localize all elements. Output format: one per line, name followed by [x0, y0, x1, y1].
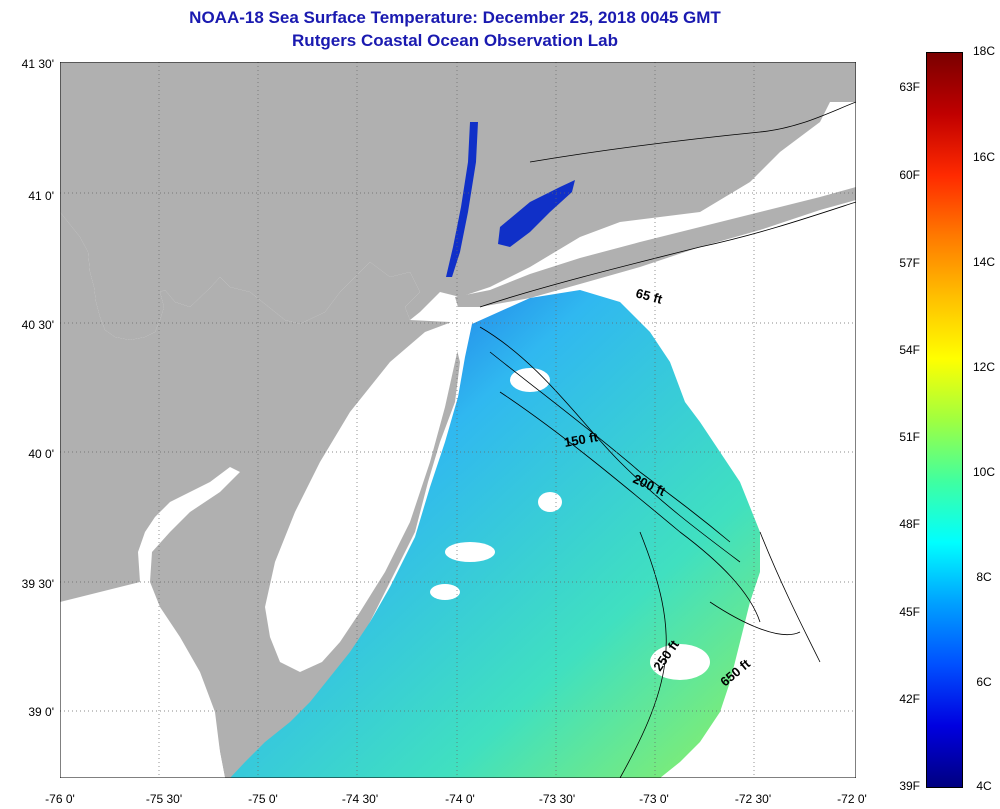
lon-label-74-30: -74 30' — [341, 792, 379, 806]
land-west — [60, 212, 460, 778]
lat-label-40-0: 40 0' — [28, 447, 54, 461]
hudson-river — [446, 122, 478, 277]
colorbar-f-57: 57F — [899, 256, 920, 270]
colorbar-f-45: 45F — [899, 605, 920, 619]
long-island — [455, 187, 856, 307]
lon-label-75-30: -75 30' — [145, 792, 183, 806]
temperature-colorbar — [926, 52, 963, 788]
colorbar-f-60: 60F — [899, 168, 920, 182]
colorbar-f-48: 48F — [899, 517, 920, 531]
colorbar-c-6: 6C — [976, 675, 992, 689]
lon-label-74-0: -74 0' — [445, 792, 475, 806]
colorbar-c-8: 8C — [976, 570, 992, 584]
graticule — [60, 62, 856, 778]
isobath-lines — [479, 101, 856, 778]
cloud-patch — [445, 542, 495, 562]
long-island-sound-sst — [498, 180, 575, 247]
cloud-patch — [538, 492, 562, 512]
colorbar-f-42: 42F — [899, 692, 920, 706]
colorbar-f-51: 51F — [899, 430, 920, 444]
colorbar-f-63: 63F — [899, 80, 920, 94]
isobath-label-65: 65 ft — [634, 285, 664, 307]
lon-label-72-30: -72 30' — [734, 792, 772, 806]
lat-label-41-30: 41 30' — [21, 57, 54, 71]
sst-field — [230, 290, 760, 778]
nj-coastal-plain — [265, 317, 465, 672]
colorbar-c-12: 12C — [972, 360, 995, 374]
map-subtitle: Rutgers Coastal Ocean Observation Lab — [292, 31, 618, 50]
lat-label-39-30: 39 30' — [21, 577, 54, 591]
colorbar-c-14: 14C — [972, 255, 995, 269]
colorbar-f-39: 39F — [899, 779, 920, 793]
lon-label-73-30: -73 30' — [538, 792, 576, 806]
mainland — [60, 62, 856, 340]
sst-map: 65 ft 150 ft 200 ft 250 ft 650 ft — [60, 62, 856, 778]
isobath-label-150: 150 ft — [563, 429, 600, 450]
colorbar-f-54: 54F — [899, 343, 920, 357]
lon-label-76-0: -76 0' — [45, 792, 75, 806]
cloud-patch — [510, 368, 550, 392]
delaware-plain — [135, 582, 225, 778]
lon-label-73-0: -73 0' — [639, 792, 669, 806]
lat-label-40-30: 40 30' — [21, 318, 54, 332]
colorbar-c-16: 16C — [972, 150, 995, 164]
colorbar-c-4: 4C — [976, 779, 992, 793]
lat-label-39-0: 39 0' — [28, 705, 54, 719]
cloud-patch — [650, 644, 710, 680]
lon-label-72-0: -72 0' — [837, 792, 867, 806]
colorbar-c-18: 18C — [972, 44, 995, 58]
lon-label-75-0: -75 0' — [248, 792, 278, 806]
colorbar-c-10: 10C — [972, 465, 995, 479]
map-title: NOAA-18 Sea Surface Temperature: Decembe… — [189, 8, 721, 27]
cloud-patch — [430, 584, 460, 600]
lat-label-41-0: 41 0' — [28, 189, 54, 203]
